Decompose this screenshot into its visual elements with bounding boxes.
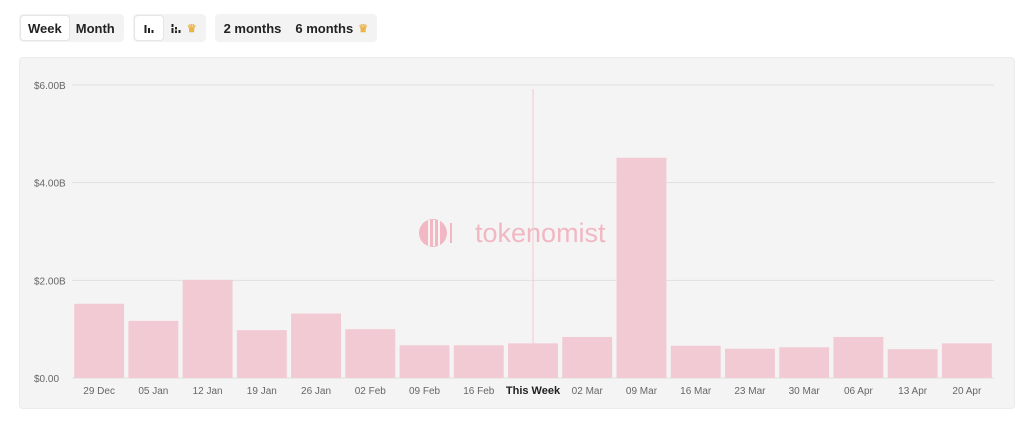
- x-tick-label: 02 Feb: [355, 386, 387, 397]
- bar-09-feb[interactable]: [399, 345, 450, 378]
- y-tick-label: $4.00B: [34, 179, 66, 190]
- x-tick-label: 29 Dec: [83, 386, 115, 397]
- x-tick-label: 19 Jan: [247, 386, 277, 397]
- x-tick-label: 05 Jan: [138, 386, 168, 397]
- stacked-bar-chart-icon: [171, 24, 181, 33]
- x-tick-label: 30 Mar: [789, 386, 821, 397]
- x-tick-label: 16 Mar: [680, 386, 712, 397]
- bar-05-jan[interactable]: [128, 320, 179, 378]
- crown-icon: ♛: [186, 22, 197, 35]
- y-tick-label: $2.00B: [34, 276, 66, 287]
- x-tick-label: 13 Apr: [898, 386, 928, 397]
- bar-chart: tokenomist $0.00 $2.00B $4.00B $6.00B 29 De…: [34, 81, 994, 397]
- bar-13-apr[interactable]: [887, 349, 938, 378]
- x-tick-label: 02 Mar: [572, 386, 604, 397]
- bar-02-mar[interactable]: [562, 336, 613, 378]
- x-axis-ticks: 29 Dec 05 Jan 12 Jan 19 Jan 26 Jan 02 Feb 09 F…: [83, 385, 982, 397]
- x-tick-label: This Week: [506, 385, 561, 397]
- x-tick-label: 06 Apr: [844, 386, 874, 397]
- six-months-button[interactable]: 6 months ♛: [288, 16, 375, 40]
- month-button[interactable]: Month: [75, 20, 115, 36]
- x-tick-label: 09 Feb: [409, 386, 441, 397]
- bar-09-mar[interactable]: [616, 157, 667, 378]
- bar-06-apr[interactable]: [833, 336, 884, 378]
- chart-mode-toggle: ♛: [132, 14, 206, 42]
- x-tick-label: 26 Jan: [301, 386, 331, 397]
- bar-02-feb[interactable]: [345, 329, 396, 378]
- bar-30-mar[interactable]: [779, 347, 830, 378]
- bars: [74, 157, 992, 378]
- chart-toolbar: Week Month ♛ 2 months 6 months ♛: [19, 14, 378, 42]
- x-tick-label: 12 Jan: [193, 386, 223, 397]
- x-tick-label: 09 Mar: [626, 386, 658, 397]
- bar-23-mar[interactable]: [724, 348, 775, 378]
- bar-29-dec[interactable]: [74, 303, 125, 378]
- two-months-button[interactable]: 2 months: [223, 20, 282, 36]
- bar-26-jan[interactable]: [291, 313, 342, 378]
- bar-chart-icon: [144, 25, 154, 33]
- stacked-chart-button[interactable]: ♛: [163, 16, 204, 40]
- tokenomist-logo-icon: [419, 219, 452, 247]
- y-tick-label: $6.00B: [34, 81, 66, 92]
- bar-20-apr[interactable]: [941, 343, 992, 378]
- week-button[interactable]: Week: [21, 16, 69, 40]
- x-tick-label: 16 Feb: [463, 386, 495, 397]
- bar-16-feb[interactable]: [453, 345, 504, 378]
- y-axis-ticks: $0.00 $2.00B $4.00B $6.00B: [34, 81, 66, 385]
- range-toggle: 2 months 6 months ♛: [214, 14, 378, 42]
- x-tick-label: 20 Apr: [952, 386, 982, 397]
- bar-12-jan[interactable]: [182, 279, 233, 378]
- chart-panel: tokenomist $0.00 $2.00B $4.00B $6.00B 29 De…: [19, 57, 1015, 409]
- bar-chart-button[interactable]: [134, 16, 163, 40]
- y-tick-label: $0.00: [34, 374, 59, 385]
- watermark-text: tokenomist: [475, 218, 606, 248]
- period-toggle: Week Month: [19, 14, 124, 42]
- tokenomist-watermark: tokenomist: [419, 218, 606, 248]
- six-months-label: 6 months: [295, 20, 354, 36]
- bar-19-jan[interactable]: [236, 330, 287, 378]
- bar-16-mar[interactable]: [670, 345, 721, 378]
- bar-this-week[interactable]: [508, 343, 558, 378]
- x-tick-label: 23 Mar: [734, 386, 766, 397]
- crown-icon: ♛: [358, 22, 369, 35]
